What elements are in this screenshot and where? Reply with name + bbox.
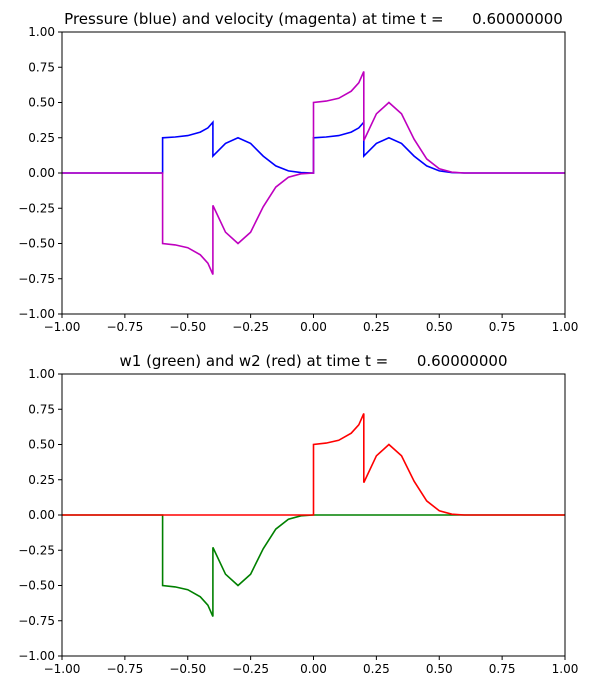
y-tick-label: 0.50 (28, 96, 55, 110)
y-tick-label: 1.00 (28, 367, 55, 381)
series-line-1 (62, 514, 565, 617)
y-tick-label: −0.50 (18, 237, 55, 251)
x-tick-label: 1.00 (552, 662, 579, 676)
x-tick-label: 0.50 (426, 320, 453, 334)
chart-2: w1 (green) and w2 (red) at time t = 0.60… (18, 352, 578, 676)
x-tick-label: −0.75 (106, 662, 143, 676)
x-tick-label: −0.75 (106, 320, 143, 334)
y-tick-label: 0.75 (28, 60, 55, 74)
y-tick-label: −0.25 (18, 543, 55, 557)
x-tick-label: −1.00 (44, 662, 81, 676)
y-tick-label: −0.75 (18, 614, 55, 628)
x-tick-label: 0.25 (363, 662, 390, 676)
x-tick-label: 0.00 (300, 662, 327, 676)
y-tick-label: 1.00 (28, 25, 55, 39)
y-tick-label: 0.00 (28, 166, 55, 180)
x-tick-label: 0.00 (300, 320, 327, 334)
chart-title: Pressure (blue) and velocity (magenta) a… (64, 10, 563, 28)
y-tick-label: 0.50 (28, 438, 55, 452)
y-tick-label: 0.75 (28, 402, 55, 416)
y-tick-label: −0.25 (18, 201, 55, 215)
x-tick-label: −0.25 (232, 320, 269, 334)
y-tick-label: 0.00 (28, 508, 55, 522)
x-tick-label: 0.50 (426, 662, 453, 676)
y-tick-label: 0.25 (28, 131, 55, 145)
y-tick-label: −1.00 (18, 307, 55, 321)
y-tick-label: −0.50 (18, 579, 55, 593)
y-tick-label: −0.75 (18, 272, 55, 286)
chart-1: Pressure (blue) and velocity (magenta) a… (18, 10, 578, 334)
x-tick-label: −0.50 (169, 662, 206, 676)
x-tick-label: 0.25 (363, 320, 390, 334)
x-tick-label: −0.25 (232, 662, 269, 676)
x-tick-label: 0.75 (489, 320, 516, 334)
x-tick-label: −1.00 (44, 320, 81, 334)
x-tick-label: −0.50 (169, 320, 206, 334)
x-tick-label: 0.75 (489, 662, 516, 676)
y-tick-label: 0.25 (28, 473, 55, 487)
x-tick-label: 1.00 (552, 320, 579, 334)
series-line-2 (62, 71, 565, 275)
series-line-2 (62, 413, 565, 516)
chart-title: w1 (green) and w2 (red) at time t = 0.60… (120, 352, 508, 370)
y-tick-label: −1.00 (18, 649, 55, 663)
